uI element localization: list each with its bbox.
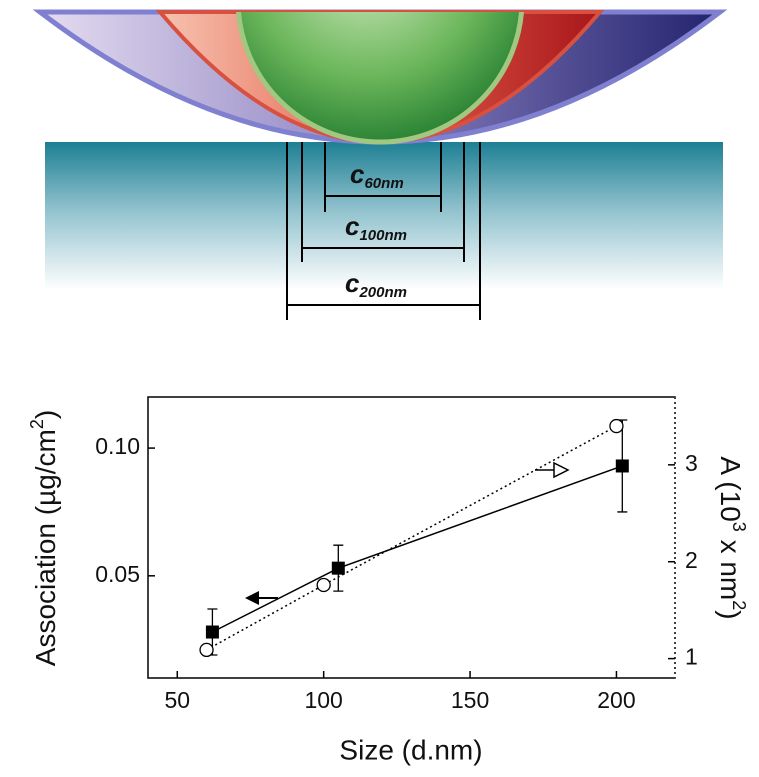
series-line [206,425,617,651]
x-axis-label: Size (d.nm) [339,734,482,765]
y2-label-sup: 2 [729,600,749,610]
y2-label-text: A (10 [715,456,746,521]
substrate [45,142,723,290]
x-tick-label: 150 [451,687,489,713]
y2-label-end: ) [715,610,746,619]
y2-axis-label: A (103 x nm2) [715,456,750,619]
y2-label-mid: x nm [715,532,746,600]
label-main: c [345,268,360,298]
square-marker [615,459,629,473]
y2-tick-label: 2 [685,547,698,573]
y2-tick-label: 3 [685,450,698,476]
x-tick-label: 200 [597,687,635,713]
y-tick-label: 0.10 [95,433,140,459]
y2-tick-label: 1 [685,644,698,670]
axis-arrow-right-head [553,461,570,479]
x-tick-label: 50 [164,687,190,713]
label-sub: 100nm [359,227,407,244]
circle-marker [316,577,331,593]
particle-diagram: c60nm c100nm c200nm [32,9,728,320]
label-main: c [350,159,365,189]
contact-label: c200nm [345,268,407,301]
label-sub: 200nm [358,284,407,301]
series-line [212,465,623,633]
square-marker [205,625,219,639]
y-label-sup: 2 [27,419,47,429]
square-marker [331,561,345,575]
contact-label: c60nm [350,159,404,192]
axis-arrow-left-head [245,591,259,605]
particle-60nm [236,12,524,145]
y-label-end: ) [30,410,61,419]
x-tick-label: 100 [304,687,342,713]
y2-label-sup: 3 [729,522,749,532]
contact-lines [286,142,481,320]
label-main: c [345,211,360,241]
contact-label: c100nm [345,211,407,244]
y-tick-label: 0.05 [95,561,140,587]
chart: Size (d.nm) Association (µg/cm2) A (103 … [27,396,750,765]
y-label-text: Association (µg/cm [30,429,61,666]
circle-marker [609,418,624,434]
plot-frame [147,396,676,679]
y-axis-label: Association (µg/cm2) [27,410,62,666]
circle-marker [199,642,214,658]
label-sub: 60nm [364,175,403,192]
